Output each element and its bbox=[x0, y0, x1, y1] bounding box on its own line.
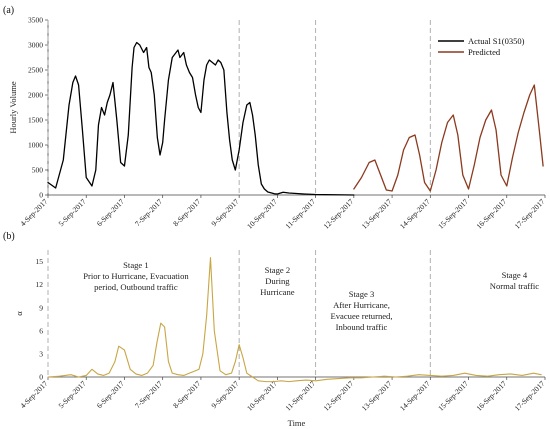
x-tick-label: 10-Sep-2017 bbox=[245, 197, 279, 231]
x-tick-label: 5-Sep-2017 bbox=[57, 197, 88, 228]
x-tick-label: 12-Sep-2017 bbox=[321, 379, 355, 413]
x-tick-label: 7-Sep-2017 bbox=[133, 379, 164, 410]
x-tick-label: 10-Sep-2017 bbox=[245, 379, 279, 413]
x-tick-label: 16-Sep-2017 bbox=[474, 197, 508, 231]
y-tick-label: 500 bbox=[32, 166, 44, 175]
y-axis-label: α bbox=[14, 311, 24, 316]
x-tick-label: 17-Sep-2017 bbox=[513, 197, 547, 231]
stage-annotation: Stage 2 bbox=[265, 265, 291, 275]
x-tick-label: 14-Sep-2017 bbox=[398, 197, 432, 231]
series-line bbox=[353, 84, 544, 192]
x-axis-label: Time bbox=[288, 418, 306, 428]
y-tick-label: 3 bbox=[39, 350, 43, 359]
y-tick-label: 15 bbox=[36, 257, 44, 266]
stage-annotation: After Hurricane, bbox=[333, 300, 390, 310]
y-tick-label: 2500 bbox=[28, 66, 43, 75]
x-tick-label: 9-Sep-2017 bbox=[209, 379, 240, 410]
x-tick-label: 8-Sep-2017 bbox=[171, 379, 202, 410]
y-tick-label: 3500 bbox=[28, 16, 43, 25]
y-tick-label: 3000 bbox=[28, 41, 43, 50]
legend-label: Actual S1(0350) bbox=[468, 36, 525, 46]
stage-annotation: Stage 1 bbox=[123, 260, 149, 270]
y-tick-label: 9 bbox=[39, 303, 43, 312]
panel-b-label: (b) bbox=[3, 231, 15, 242]
x-tick-label: 9-Sep-2017 bbox=[209, 197, 240, 228]
y-tick-label: 1500 bbox=[28, 116, 43, 125]
series-line bbox=[47, 41, 355, 196]
x-tick-label: 11-Sep-2017 bbox=[283, 197, 317, 231]
x-tick-label: 11-Sep-2017 bbox=[283, 379, 317, 413]
chart-b: 0 3 6 9 12 15 4-Sep-2017 5-Sep-2017 6-Sep-2017 7-… bbox=[14, 250, 547, 428]
x-tick-label: 6-Sep-2017 bbox=[95, 379, 126, 410]
x-tick-label: 8-Sep-2017 bbox=[171, 197, 202, 228]
x-tick-label: 17-Sep-2017 bbox=[513, 379, 547, 413]
x-tick-label: 13-Sep-2017 bbox=[360, 379, 394, 413]
x-tick-label: 14-Sep-2017 bbox=[398, 379, 432, 413]
y-tick-label: 0 bbox=[39, 191, 43, 200]
stage-annotation: Stage 3 bbox=[349, 289, 375, 299]
stage-annotation: period, Outbound traffic bbox=[94, 282, 178, 292]
stage-annotation: Stage 4 bbox=[502, 270, 528, 280]
stage-annotation: Inbound traffic bbox=[336, 322, 388, 332]
stage-annotation: Hurricane bbox=[260, 287, 295, 297]
series-line bbox=[47, 257, 542, 383]
stage-annotation: Prior to Hurricane, Evacuation bbox=[83, 271, 189, 281]
y-tick-label: 6 bbox=[39, 326, 43, 335]
x-tick-label: 12-Sep-2017 bbox=[321, 197, 355, 231]
y-tick-label: 1000 bbox=[28, 141, 43, 150]
x-tick-label: 13-Sep-2017 bbox=[360, 197, 394, 231]
x-tick-label: 15-Sep-2017 bbox=[436, 379, 470, 413]
x-tick-label: 4-Sep-2017 bbox=[18, 197, 49, 228]
stage-annotation: Evacuee returned, bbox=[330, 311, 392, 321]
x-tick-label: 4-Sep-2017 bbox=[18, 379, 49, 410]
y-tick-label: 0 bbox=[39, 373, 43, 382]
stage-annotation: Normal traffic bbox=[490, 281, 539, 291]
y-axis-label: Hourly Volume bbox=[8, 81, 18, 134]
stage-annotation: During bbox=[265, 276, 290, 286]
x-tick-label: 5-Sep-2017 bbox=[57, 379, 88, 410]
y-tick-label: 2000 bbox=[28, 91, 43, 100]
x-tick-label: 6-Sep-2017 bbox=[95, 197, 126, 228]
panel-a-label: (a) bbox=[3, 5, 14, 16]
chart-a: 0 500 1000 1500 2000 2500 3000 3500 4-Sep-2017 5-… bbox=[8, 16, 547, 231]
x-tick-label: 15-Sep-2017 bbox=[436, 197, 470, 231]
x-tick-label: 7-Sep-2017 bbox=[133, 197, 164, 228]
x-tick-label: 16-Sep-2017 bbox=[474, 379, 508, 413]
y-tick-label: 12 bbox=[36, 280, 44, 289]
legend-label: Predicted bbox=[468, 47, 501, 57]
